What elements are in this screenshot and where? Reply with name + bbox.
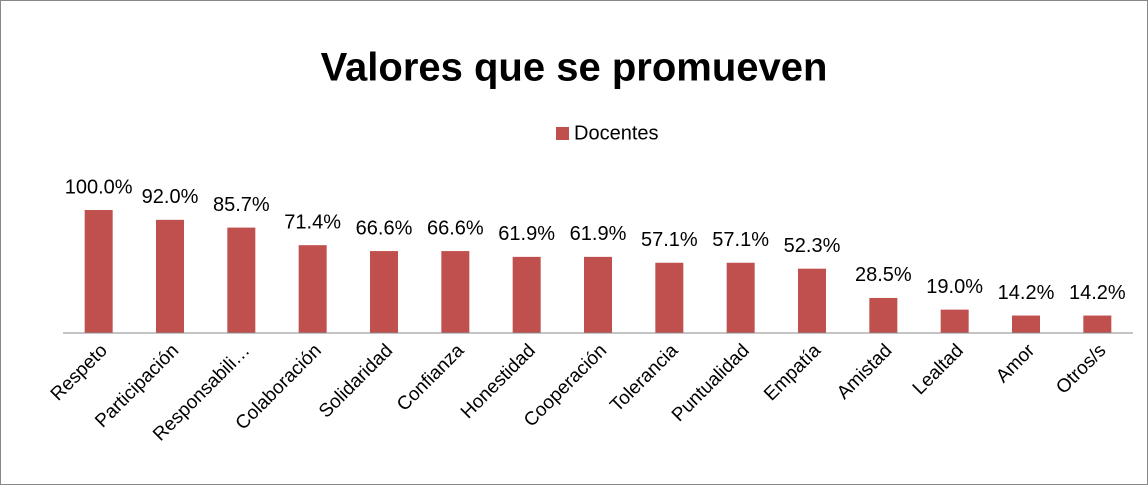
data-label: 57.1% <box>712 229 769 251</box>
bar <box>584 256 612 333</box>
data-label: 14.2% <box>998 282 1055 304</box>
legend-label: Docentes <box>574 122 659 144</box>
bar <box>84 210 113 333</box>
bar <box>441 251 470 333</box>
bar <box>1083 315 1112 333</box>
data-label: 85.7% <box>213 194 270 216</box>
data-label: 92.0% <box>142 186 199 208</box>
data-label: 57.1% <box>641 229 698 251</box>
bar <box>298 245 327 333</box>
bar <box>869 297 898 333</box>
data-label: 66.6% <box>356 217 413 239</box>
bar <box>156 219 184 333</box>
legend-swatch <box>556 127 569 140</box>
bar <box>1012 315 1040 333</box>
bar <box>798 268 826 333</box>
bar <box>940 309 969 333</box>
data-label: 19.0% <box>926 276 983 298</box>
bar <box>726 262 755 333</box>
data-label: 71.4% <box>284 211 341 233</box>
bar <box>655 262 684 333</box>
bar <box>512 256 541 333</box>
chart-title: Valores que se promueven <box>321 46 828 90</box>
data-label: 52.3% <box>784 235 841 257</box>
data-label: 61.9% <box>498 223 555 245</box>
bar <box>370 251 398 333</box>
data-label: 100.0% <box>65 176 133 198</box>
bar <box>227 227 256 333</box>
data-label: 14.2% <box>1069 282 1126 304</box>
data-label: 28.5% <box>855 264 912 286</box>
data-label: 66.6% <box>427 217 484 239</box>
data-label: 61.9% <box>570 223 627 245</box>
